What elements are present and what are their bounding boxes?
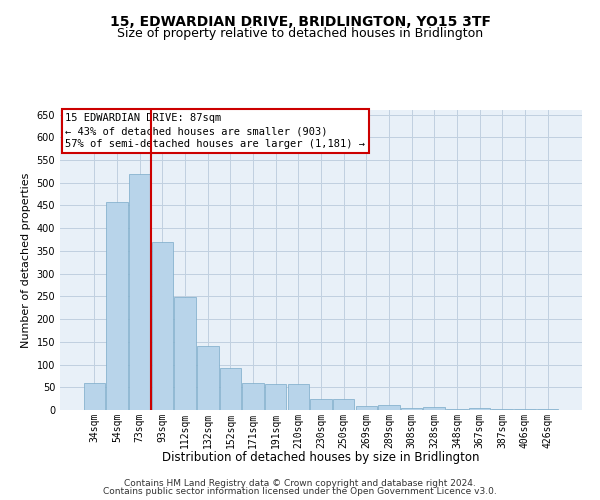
Y-axis label: Number of detached properties: Number of detached properties [21,172,31,348]
Text: Contains HM Land Registry data © Crown copyright and database right 2024.: Contains HM Land Registry data © Crown c… [124,478,476,488]
Bar [537,409,558,410]
Bar [378,406,400,410]
Bar [129,174,151,410]
Bar [514,409,536,410]
Text: Contains public sector information licensed under the Open Government Licence v3: Contains public sector information licen… [103,487,497,496]
Bar [106,202,128,410]
Bar [310,398,332,410]
Bar [491,408,513,410]
Bar [469,408,490,410]
Bar [175,298,196,410]
Text: Distribution of detached houses by size in Bridlington: Distribution of detached houses by size … [162,451,480,464]
Text: 15 EDWARDIAN DRIVE: 87sqm
← 43% of detached houses are smaller (903)
57% of semi: 15 EDWARDIAN DRIVE: 87sqm ← 43% of detac… [65,113,365,150]
Bar [152,242,173,410]
Bar [265,384,286,410]
Bar [220,368,241,410]
Bar [242,382,264,410]
Text: 15, EDWARDIAN DRIVE, BRIDLINGTON, YO15 3TF: 15, EDWARDIAN DRIVE, BRIDLINGTON, YO15 3… [110,15,491,29]
Bar [84,382,105,410]
Bar [401,408,422,410]
Bar [356,406,377,410]
Bar [287,384,309,410]
Bar [197,346,218,410]
Bar [446,408,467,410]
Bar [333,398,355,410]
Text: Size of property relative to detached houses in Bridlington: Size of property relative to detached ho… [117,28,483,40]
Bar [424,407,445,410]
